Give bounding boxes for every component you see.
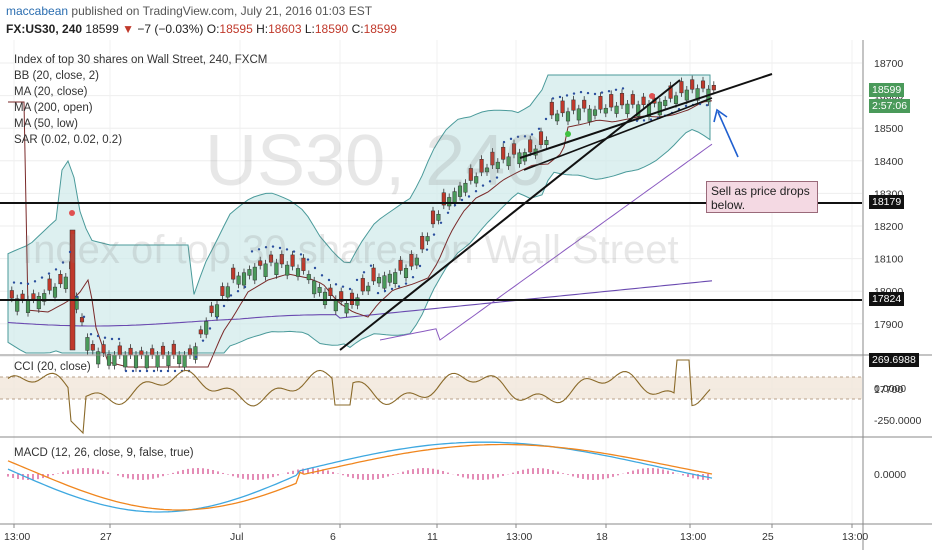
indicator-ma50[interactable]: MA (50, low) [14,118,78,130]
indicator-cci[interactable]: CCI (20, close) [14,361,91,373]
cci-tick: -250.0000 [874,415,921,427]
watermark-symbol: US30, 240 [205,121,546,201]
macd-tick: 0.0000 [874,469,906,481]
time-tick: 6 [330,531,336,543]
last-price: 18599 [85,22,119,36]
price-axis[interactable]: 1870018600185001840018300182001810018000… [874,58,921,481]
time-tick: 27 [100,531,112,543]
trend-line-lower[interactable] [523,97,713,171]
indicator-ma200[interactable]: MA (200, open) [14,102,93,114]
high-value: 18603 [268,22,302,36]
price-tick: 17700 [874,384,903,396]
price-tick: 18500 [874,123,903,135]
price-tick: 18200 [874,221,903,233]
time-tick: 25 [762,531,774,543]
chart-canvas[interactable]: 1870018600185001840018300182001810018000… [0,40,932,550]
publish-line: maccabean published on TradingView.com, … [6,4,372,18]
time-tick: 13:00 [680,531,706,543]
change-down-icon: ▼ [122,22,134,36]
time-tick: Jul [230,531,243,543]
time-tick: 13:00 [4,531,30,543]
price-change: −7 (−0.03%) [137,22,204,36]
close-label: C: [351,22,364,36]
price-tick: 18100 [874,254,903,266]
chart-header: maccabean published on TradingView.com, … [0,0,932,40]
level-badge-17824: 17824 [869,292,905,306]
current-price-badge: 18599 [869,83,905,97]
macd-line [7,441,713,513]
ma200-line [7,280,713,327]
trend-line-long[interactable] [339,79,681,351]
time-tick: 13:00 [842,531,868,543]
close-value: 18599 [363,22,397,36]
indicator-sar[interactable]: SAR (0.02, 0.02, 0.2) [14,134,123,146]
signal-line [7,443,713,511]
price-tick: 18400 [874,156,903,168]
symbol-line: FX:US30, 240 18599 ▼ −7 (−0.03%) O:18595… [6,22,397,36]
price-tick: 17900 [874,319,903,331]
indicator-title[interactable]: Index of top 30 shares on Wall Street, 2… [14,54,268,66]
sell-note[interactable]: Sell as price drops below. [706,181,818,213]
cci-line [7,359,711,435]
trend-line-upper[interactable] [519,73,773,159]
bar-timer-badge: 2:57:06 [869,99,911,113]
symbol-name[interactable]: FX:US30, 240 [6,22,83,36]
time-axis[interactable]: 13:00 27 Jul 6 11 13:00 18 13:00 25 13:00 [4,524,868,543]
bollinger-band-fill [7,74,711,354]
time-tick: 13:00 [506,531,532,543]
cci-tick: 0.0000 [874,383,906,395]
candles [9,75,716,372]
time-tick: 18 [596,531,608,543]
indicator-macd[interactable]: MACD (12, 26, close, 9, false, true) [14,447,194,459]
open-value: 18595 [219,22,253,36]
time-tick: 11 [427,531,438,543]
indicator-ma20[interactable]: MA (20, close) [14,86,88,98]
price-tick: 18700 [874,58,903,70]
cci-badge: 269.6988 [869,353,919,367]
author-link[interactable]: maccabean [6,4,69,18]
level-badge-18179: 18179 [869,195,905,209]
cci-band [0,377,862,399]
watermark-description: Index of top 30 shares on Wall Street [22,228,679,272]
low-label: L: [304,22,315,36]
high-label: H: [256,22,269,36]
arrow-icon[interactable] [713,108,739,158]
low-value: 18590 [314,22,349,36]
publish-info: published on TradingView.com, July 21, 2… [71,4,373,18]
macd-histogram [7,468,709,480]
ma50-line [379,143,713,341]
indicator-bb[interactable]: BB (20, close, 2) [14,70,100,82]
open-label: O: [206,22,220,36]
